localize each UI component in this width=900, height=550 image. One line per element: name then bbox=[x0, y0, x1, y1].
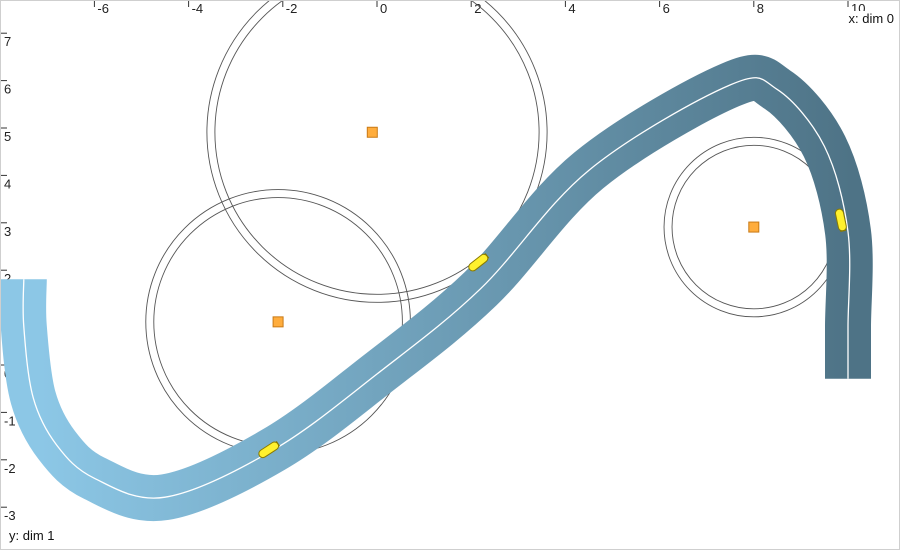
vehicle-1 bbox=[258, 440, 281, 459]
target-markers bbox=[272, 126, 760, 328]
x-tick-label: 4 bbox=[568, 1, 575, 16]
y-tick-label: -3 bbox=[4, 508, 16, 523]
y-tick-label: 7 bbox=[4, 34, 11, 49]
x-tick-label: -4 bbox=[192, 1, 204, 16]
vehicle-nose bbox=[275, 440, 281, 447]
y-tick-label: -2 bbox=[4, 461, 16, 476]
track-band bbox=[1, 54, 873, 522]
x-tick-label: 6 bbox=[663, 1, 670, 16]
y-tick-label: -1 bbox=[4, 413, 16, 428]
circle-outer-ring bbox=[206, 1, 548, 303]
y-tick-label: 6 bbox=[4, 82, 11, 97]
target-marker-left bbox=[272, 316, 284, 328]
y-tick-label: 3 bbox=[4, 224, 11, 239]
x-tick-label: 0 bbox=[380, 1, 387, 16]
y-axis-title: y: dim 1 bbox=[7, 528, 57, 544]
circle-inner-ring bbox=[214, 1, 540, 295]
vehicle-3 bbox=[834, 208, 847, 232]
y-tick-label: 2 bbox=[4, 271, 11, 286]
x-tick-label: 2 bbox=[474, 1, 481, 16]
track-centerline bbox=[22, 77, 851, 499]
x-axis-title: x: dim 0 bbox=[846, 11, 896, 27]
x-tick-label: -6 bbox=[97, 1, 109, 16]
vehicle-nose bbox=[840, 229, 847, 232]
target-marker-top bbox=[366, 126, 378, 138]
target-marker-right bbox=[748, 221, 760, 233]
y-tick-label: 5 bbox=[4, 129, 11, 144]
x-tick-label: 8 bbox=[757, 1, 764, 16]
y-tick-label: 4 bbox=[4, 176, 11, 191]
track bbox=[1, 54, 873, 522]
vehicles bbox=[258, 208, 847, 459]
x-tick-label: -2 bbox=[286, 1, 298, 16]
circle-top bbox=[206, 1, 548, 303]
vehicle-2 bbox=[468, 253, 490, 272]
vehicle-nose bbox=[484, 253, 490, 259]
